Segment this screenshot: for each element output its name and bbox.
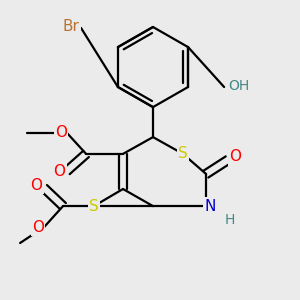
Text: O: O: [31, 178, 43, 193]
Text: Br: Br: [63, 19, 80, 34]
Text: S: S: [178, 146, 188, 161]
Text: S: S: [89, 199, 99, 214]
Text: O: O: [53, 164, 65, 178]
Text: O: O: [32, 220, 44, 235]
Text: O: O: [230, 149, 242, 164]
Text: H: H: [224, 213, 235, 227]
Text: OH: OH: [229, 79, 250, 92]
Text: N: N: [204, 199, 215, 214]
Text: O: O: [55, 125, 67, 140]
